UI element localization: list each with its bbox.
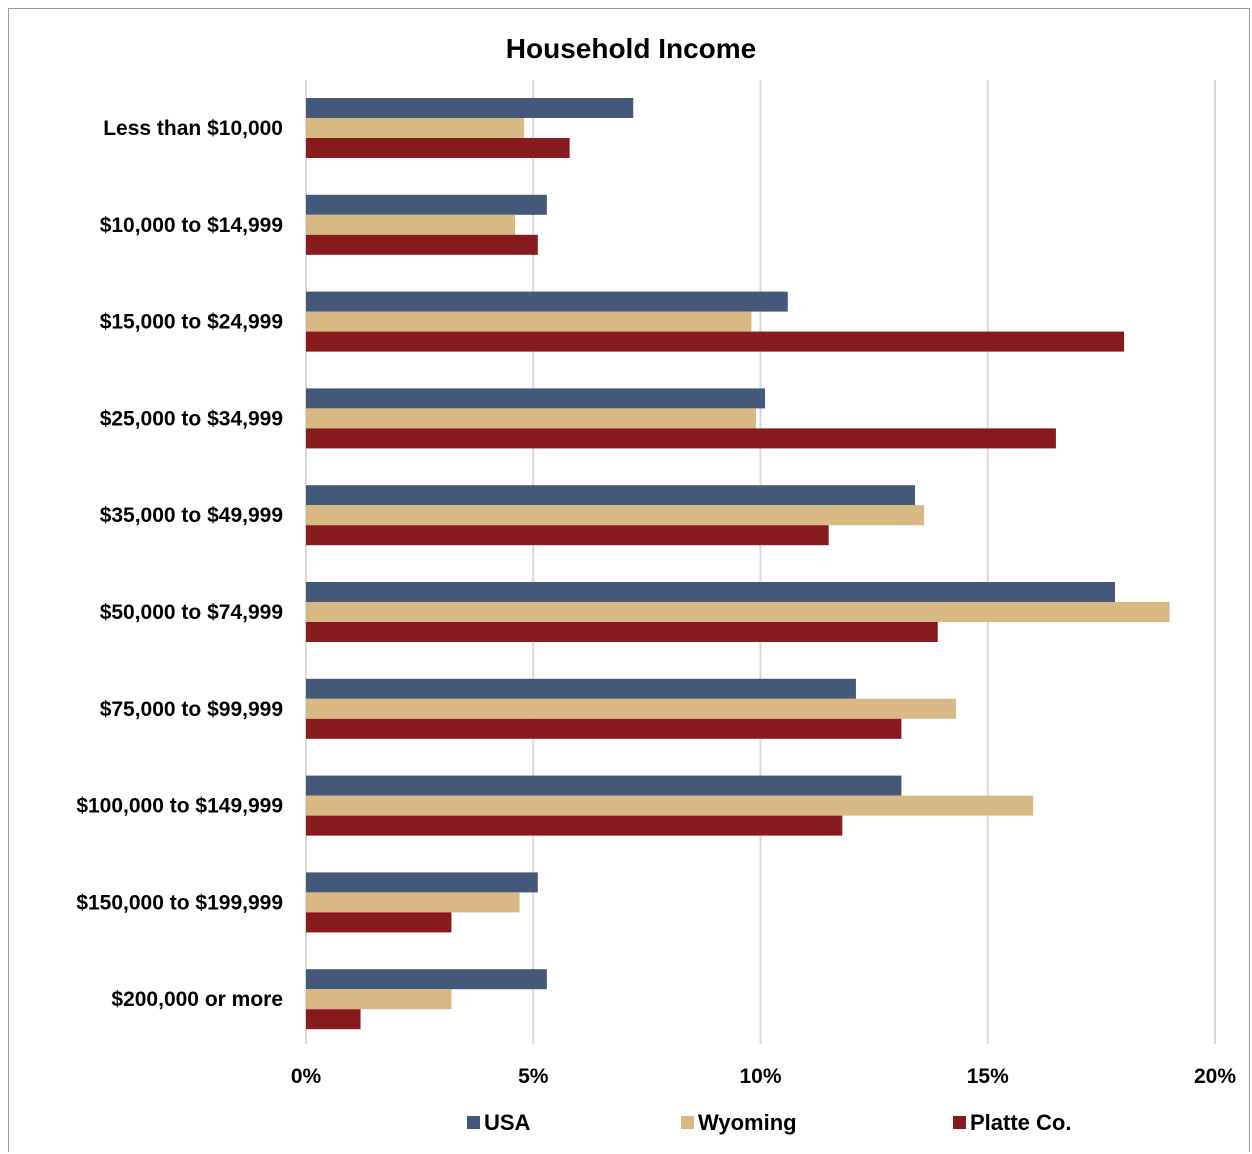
legend-swatch [681,1116,694,1129]
bar [306,892,520,913]
bar [306,718,902,739]
bar [306,214,516,235]
legend: USA Wyoming Platte Co. [467,1110,1071,1135]
category-label: $35,000 to $49,999 [100,504,283,527]
x-tick-label: 15% [967,1065,1009,1088]
bar [306,602,1170,622]
bar [306,989,452,1010]
x-tick-label: 20% [1194,1065,1236,1088]
legend-label: Wyoming [698,1110,797,1135]
bar [306,485,916,506]
bar [306,311,752,332]
x-tick-label: 10% [739,1065,781,1088]
x-tick-label: 0% [291,1065,322,1088]
bar [306,234,538,255]
category-label: $25,000 to $34,999 [100,407,283,430]
category-label: $50,000 to $74,999 [100,601,283,624]
bars [306,98,1170,1030]
legend-label: USA [484,1110,531,1135]
bar [306,525,829,546]
bar [306,388,766,409]
category-label: $75,000 to $99,999 [100,698,283,721]
bar [306,678,856,699]
bar [306,698,956,719]
bar [306,505,925,526]
bar [306,98,634,118]
bar [306,912,452,933]
category-label: $100,000 to $149,999 [76,795,283,818]
category-label: Less than $10,000 [103,117,283,140]
bar [306,1009,361,1030]
x-tick-label: 5% [518,1065,549,1088]
bar [306,582,1116,602]
bar [306,408,756,429]
bar [306,291,788,312]
legend-swatch [467,1116,480,1129]
category-label: $200,000 or more [111,988,283,1011]
legend-swatch [953,1116,966,1129]
bar [306,138,570,158]
legend-item: USA [467,1110,531,1135]
bar [306,815,843,836]
bar [306,331,1125,352]
legend-label: Platte Co. [970,1110,1071,1135]
bar [306,872,538,893]
chart-frame [8,8,1250,1152]
x-axis-tick-labels: 0% 5% 10% 15% 20% [291,1065,1237,1088]
legend-item: Platte Co. [953,1110,1071,1135]
bar [306,795,1034,816]
bar [306,775,902,796]
category-labels: Less than $10,000 $10,000 to $14,999 $15,0… [76,117,283,1011]
bar [306,118,525,138]
category-label: $15,000 to $24,999 [100,311,283,334]
bar [306,969,547,990]
bar [306,428,1056,449]
category-label: $10,000 to $14,999 [100,214,283,237]
chart-title: Household Income [506,33,756,64]
legend-item: Wyoming [681,1110,797,1135]
bar [306,622,938,642]
bar [306,194,547,215]
category-label: $150,000 to $199,999 [76,891,283,914]
